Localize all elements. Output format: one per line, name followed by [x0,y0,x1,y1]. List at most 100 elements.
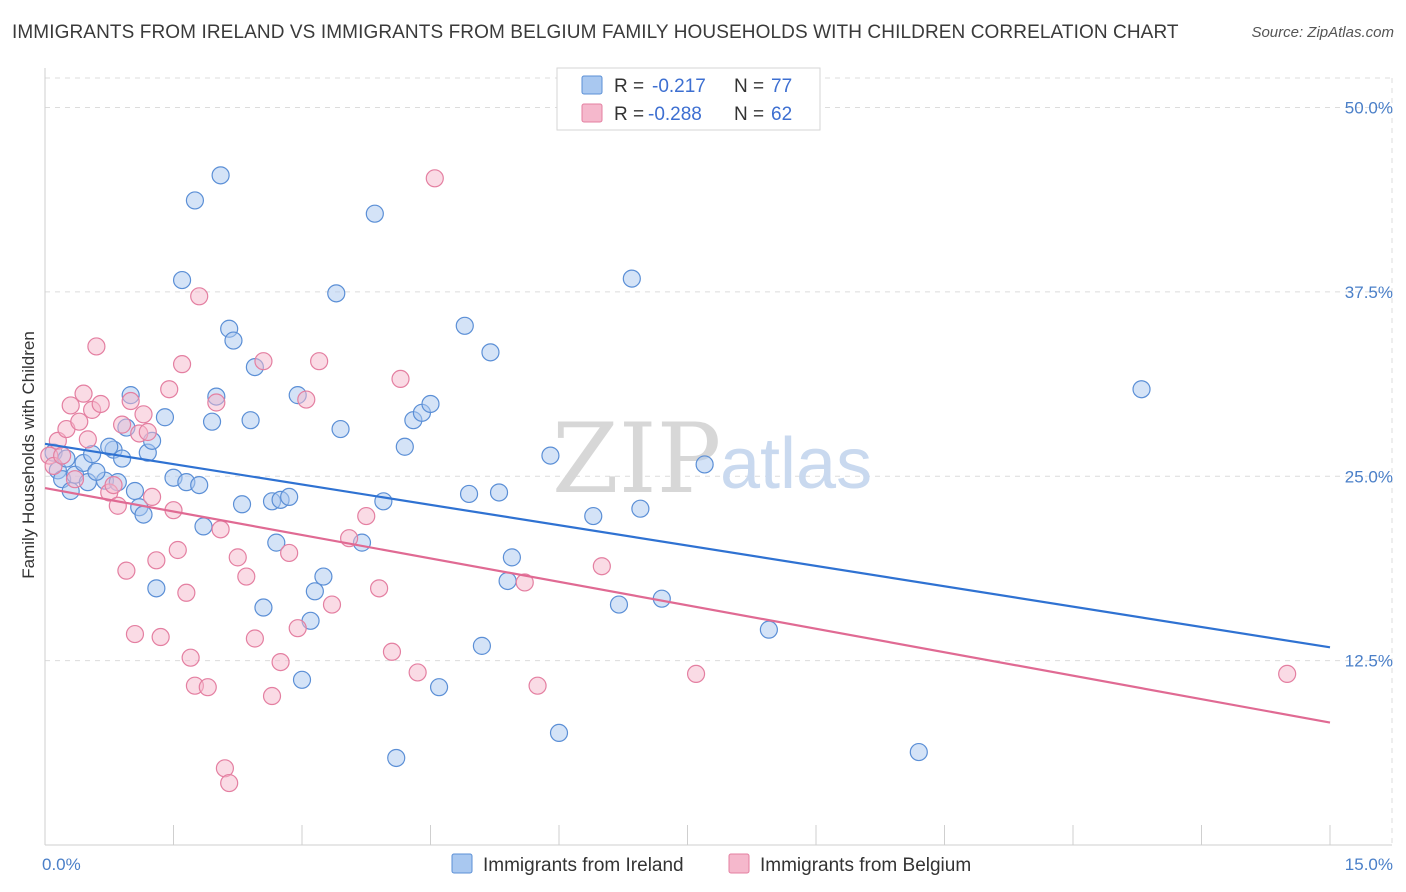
belgium-point-24 [151,627,170,647]
ireland-point-56 [429,678,449,697]
ireland-point-32 [224,331,243,350]
legend-swatch-belgium [581,103,603,123]
belgium-point-3 [53,446,72,465]
series-legend: Immigrants from Ireland Immigrants from … [451,853,971,876]
belgium-point-25 [160,380,179,399]
watermark: ZIP atlas [552,403,872,515]
legend-ireland-n-value: 77 [771,76,792,97]
ireland-point-64 [541,446,560,465]
ireland-point-17 [134,505,153,524]
ireland-point-57 [455,316,474,335]
ireland-point-15 [125,481,145,501]
belgium-point-7 [70,412,89,431]
belgium-point-17 [121,391,140,411]
belgium-point-45 [288,619,307,638]
belgium-point-5 [61,396,80,415]
belgium-point-40 [245,629,264,648]
bottom-legend-ireland: Immigrants from Ireland [483,855,684,876]
ireland-point-62 [498,571,517,591]
ireland-point-21 [155,408,175,427]
belgium-point-30 [181,648,200,667]
belgium-point-56 [515,573,534,592]
ireland-point-45 [314,567,333,586]
ireland-point-44 [305,582,324,601]
ireland-point-33 [232,495,252,514]
ireland-point-67 [609,595,629,614]
belgium-point-15 [112,415,132,434]
correlation-legend: R = -0.217 N = 77 R = -0.288 N = 62 [556,67,821,131]
ireland-point-63 [502,548,521,567]
ireland-point-49 [365,204,384,223]
belgium-point-53 [391,369,410,388]
belgium-point-37 [220,773,239,793]
x-tick-labels: 0.0% 15.0% [42,855,1393,874]
ireland-point-65 [549,723,569,743]
ireland-point-68 [622,269,641,288]
ireland-point-30 [211,166,230,185]
belgium-trend-line [44,486,1331,724]
ireland-point-38 [267,533,286,552]
grid-lines [45,77,1393,845]
ireland-point-74 [1132,380,1151,399]
belgium-point-58 [592,557,611,576]
belgium-point-48 [322,595,342,614]
belgium-point-39 [237,567,256,586]
belgium-point-18 [125,624,145,644]
y-axis-label: Family Households with Children [19,331,38,579]
ireland-point-40 [280,487,299,506]
trend-lines [44,442,1331,724]
ireland-point-42 [292,670,312,689]
watermark-atlas: atlas [720,424,872,504]
ireland-point-46 [327,284,346,303]
y-tick-label-2: 37.5% [1345,283,1393,302]
ireland-point-34 [241,411,260,430]
bottom-legend-swatch-belgium [728,853,750,874]
legend-belgium-r-label: R = [614,104,644,125]
ireland-point-25 [185,191,205,210]
ireland-point-75 [87,462,106,481]
belgium-point-50 [357,506,376,526]
ireland-point-69 [631,499,650,518]
y-tick-label-3: 50.0% [1345,99,1393,118]
legend-belgium-n-value: 62 [771,104,792,125]
belgium-point-21 [138,422,157,442]
x-tick-label-1: 15.0% [1345,855,1393,874]
ireland-point-71 [695,455,714,474]
belgium-point-59 [686,664,706,684]
legend-swatch-ireland [581,75,603,95]
y-tick-label-1: 25.0% [1345,467,1393,486]
ireland-point-66 [584,506,603,526]
belgium-point-52 [382,642,402,661]
watermark-zip: ZIP [552,403,721,515]
belgium-point-23 [147,551,166,570]
ireland-point-28 [202,412,222,431]
x-tick-label-0: 0.0% [42,855,81,874]
legend-belgium-r-value: -0.288 [648,104,702,125]
ireland-point-72 [759,620,778,639]
ireland-point-55 [421,394,440,414]
belgium-point-60 [1278,664,1297,684]
belgium-point-9 [78,430,97,449]
belgium-point-29 [177,583,196,602]
belgium-point-41 [254,352,273,371]
y-tick-label-0: 12.5% [1345,652,1393,671]
belgium-point-57 [528,676,547,695]
belgium-point-44 [280,543,299,563]
belgium-point-43 [271,652,290,672]
belgium-point-13 [104,476,123,495]
belgium-point-11 [91,394,110,414]
belgium-point-32 [190,287,209,306]
legend-belgium-n-label: N = [734,104,764,125]
belgium-point-46 [297,390,316,409]
ireland-point-60 [481,343,500,362]
belgium-point-27 [168,540,187,560]
belgium-point-22 [142,487,162,506]
ireland-point-51 [387,748,406,768]
ireland-point-76 [100,437,119,456]
belgium-point-8 [74,384,93,403]
ireland-point-47 [331,419,350,439]
ireland-point-73 [909,742,928,762]
ireland-point-36 [254,598,273,617]
belgium-point-51 [370,579,389,598]
belgium-point-28 [172,355,192,374]
